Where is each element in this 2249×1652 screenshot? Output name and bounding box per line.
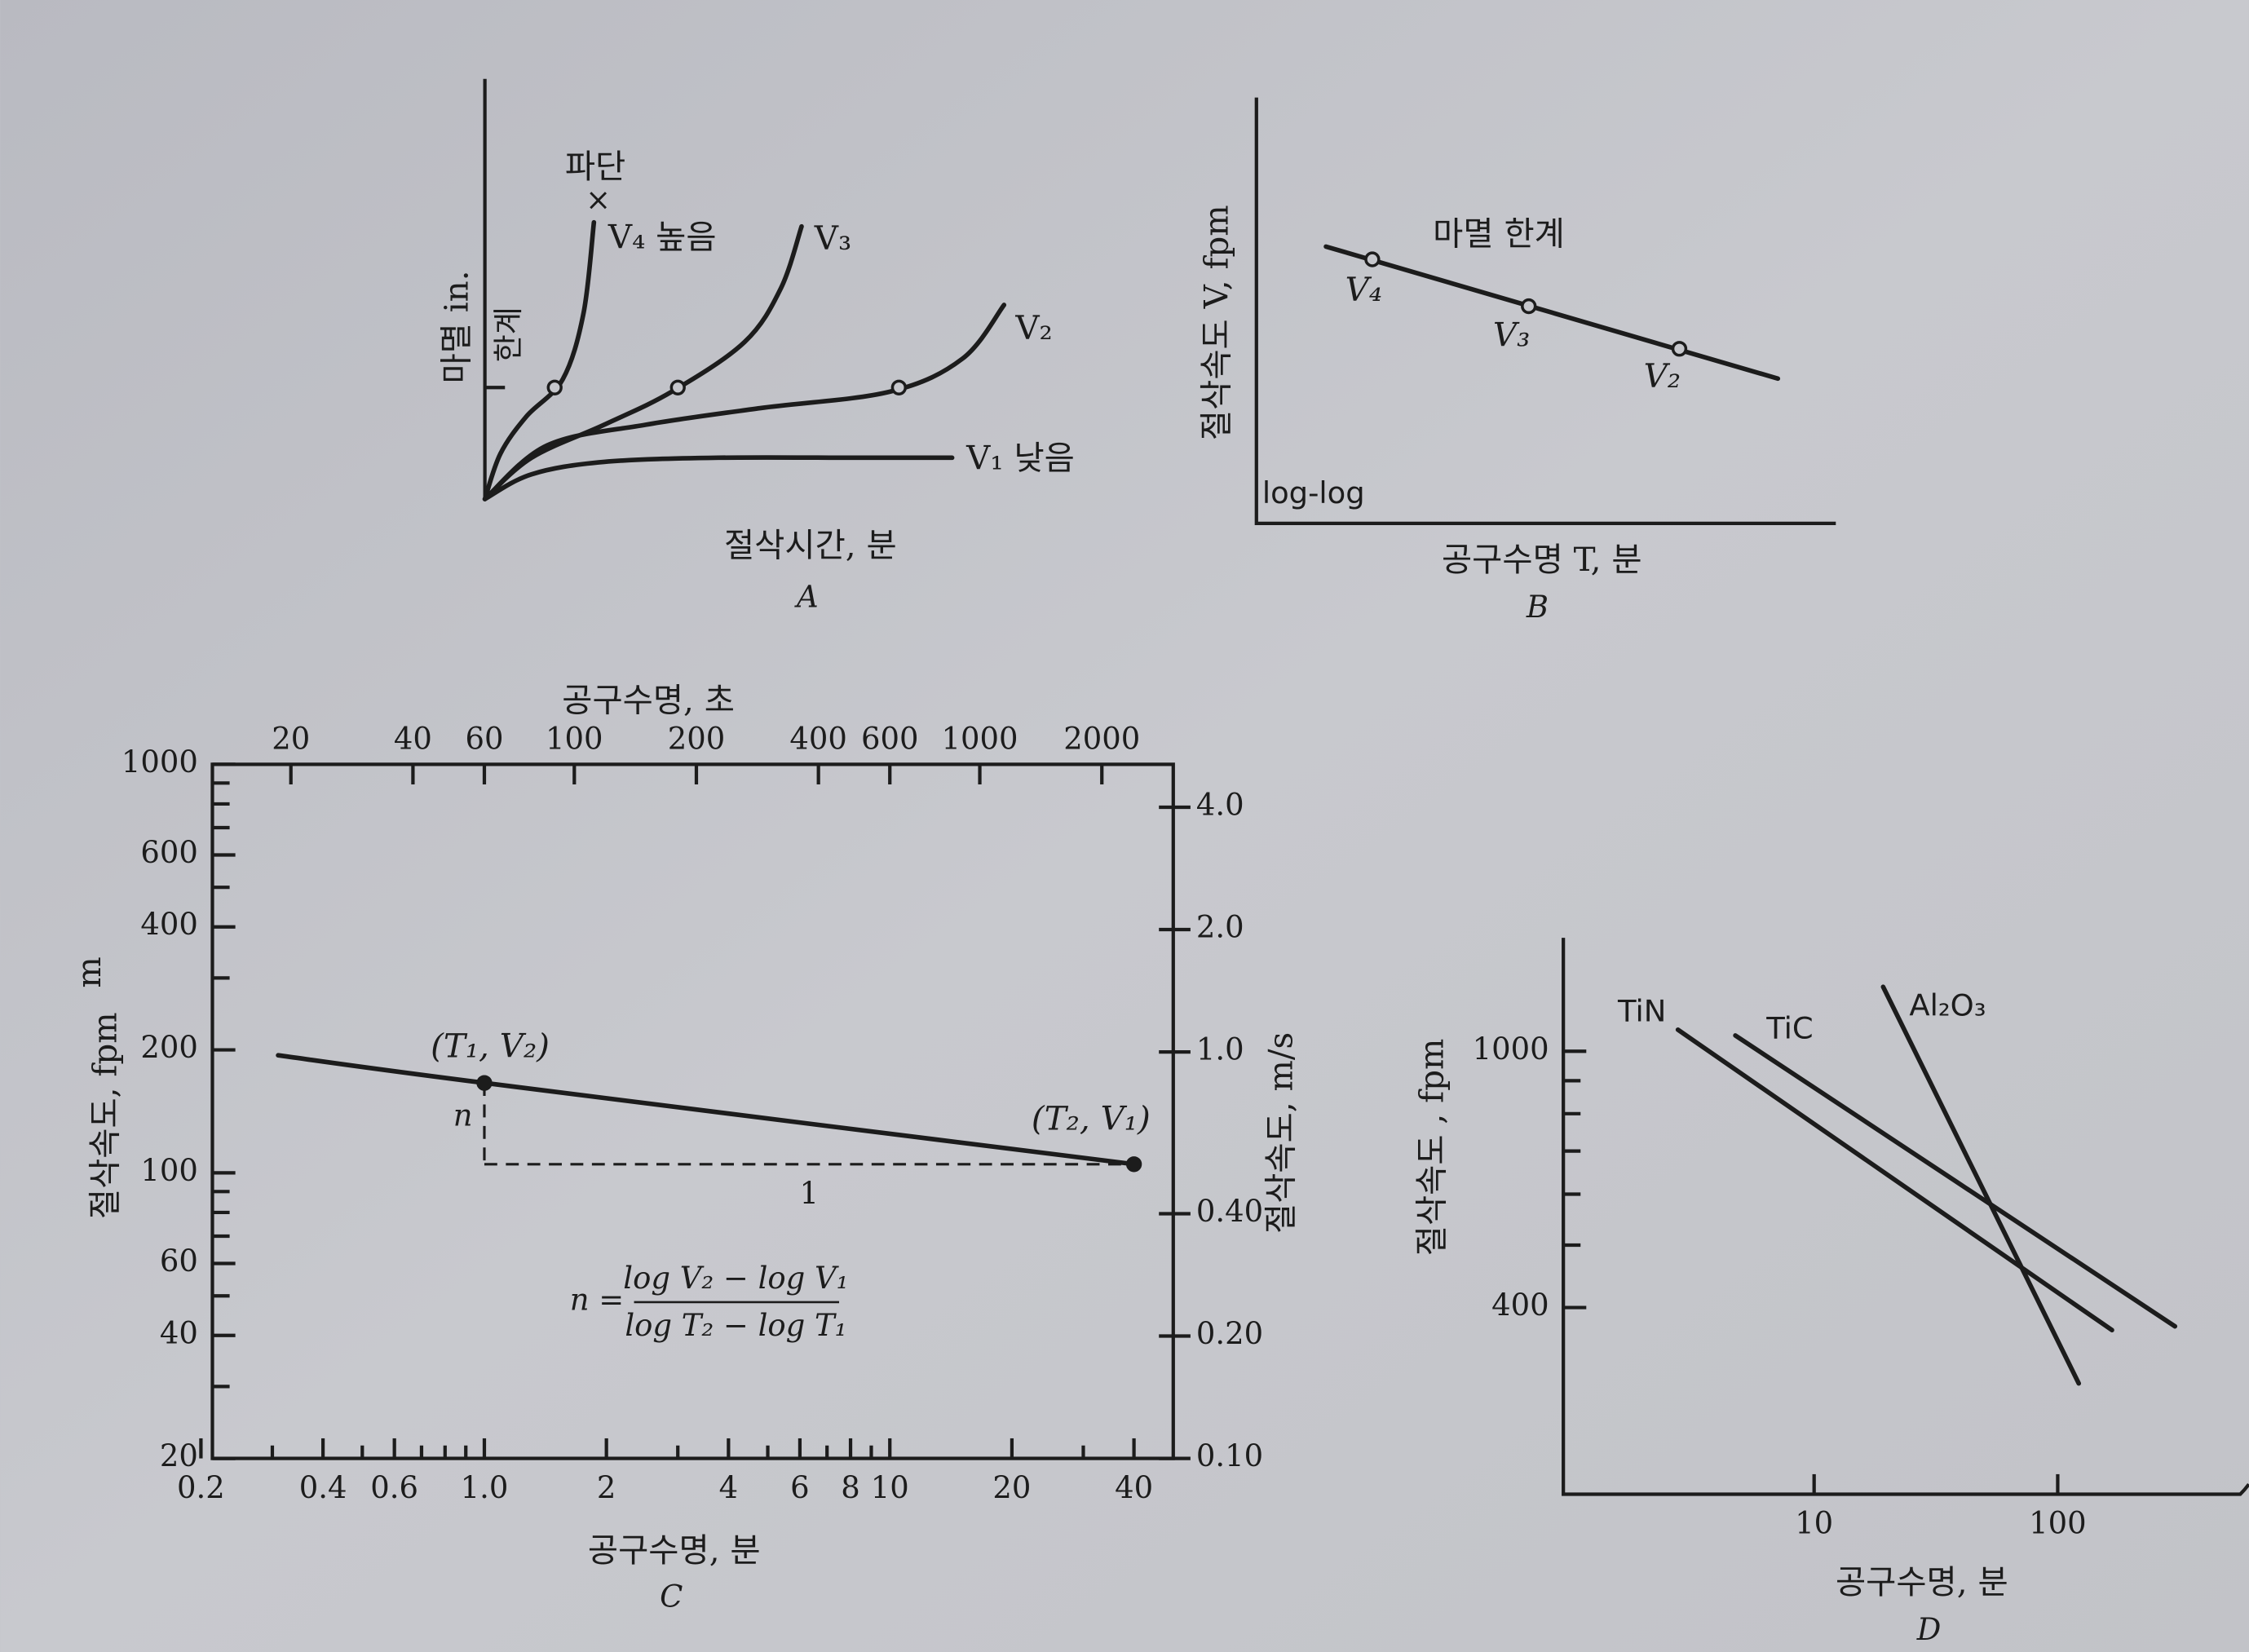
series-label: V₄ 높음 [608, 217, 717, 256]
y-tick-label: 20 [160, 1438, 198, 1473]
point [1671, 341, 1688, 357]
caption: B [1526, 590, 1549, 625]
y-tick-label: 1000 [122, 744, 198, 780]
x-tick-label: 20 [992, 1470, 1031, 1505]
y-tick-label: 1000 [1473, 1031, 1549, 1067]
y-tick-label: 400 [1491, 1288, 1549, 1323]
y2-tick-label: 4.0 [1196, 787, 1244, 822]
limit-marker [546, 379, 563, 395]
x-tick-label: 6 [790, 1470, 810, 1505]
x-tick-label: 40 [1115, 1470, 1153, 1505]
y-tick-label: 400 [140, 907, 197, 942]
series-label: TiN [1617, 993, 1666, 1028]
x-tick-label: 0.2 [177, 1470, 225, 1505]
x-axis-label: 공구수명, 분 [588, 1531, 761, 1570]
point-label: (T₁, V₂) [431, 1026, 550, 1065]
x-tick-label: 100 [2029, 1506, 2086, 1541]
series-line [482, 455, 955, 501]
x2-axis-label: 공구수명, 초 [562, 680, 735, 719]
point-label: (T₂, V₁) [1032, 1099, 1151, 1138]
series-label: V₂ [1014, 308, 1052, 347]
y2-tick-label: 0.40 [1196, 1194, 1263, 1229]
x2-tick-label: 20 [272, 722, 310, 757]
y-axis-label-unit: m [69, 956, 108, 987]
y-tick-label: 100 [140, 1153, 197, 1188]
point [1125, 1156, 1142, 1173]
limit-marker [890, 379, 908, 395]
series-line [1880, 984, 2082, 1386]
x2-tick-label: 40 [394, 722, 432, 757]
y-axis-label: 절삭속도, fpm [86, 1012, 125, 1219]
y-tick-label: 60 [160, 1243, 198, 1279]
formula-numerator: log V₂ − log V₁ [623, 1261, 848, 1296]
x-tick-label: 10 [871, 1470, 909, 1505]
x-axis-label: 절삭시간, 분 [724, 525, 897, 564]
y-axis-label: 절삭속도 , fpm [1412, 1039, 1451, 1257]
y2-tick-label: 0.20 [1196, 1316, 1263, 1351]
x2-tick-label: 200 [668, 722, 725, 757]
series-label: V₁ 낮음 [965, 438, 1075, 477]
slope-label: n [453, 1098, 473, 1133]
series-line [482, 303, 1007, 501]
axes [1254, 97, 1836, 526]
x2-tick-label: 1000 [942, 722, 1018, 757]
series-label: TiC [1765, 1010, 1813, 1045]
plot-frame [210, 762, 1175, 1460]
x2-tick-label: 400 [789, 722, 846, 757]
series-label: V₃ [814, 219, 851, 258]
y2-tick-label: 0.10 [1196, 1438, 1263, 1473]
slope-label: 1 [800, 1176, 820, 1211]
x-axis-label: 공구수명 T, 분 [1442, 540, 1642, 579]
x-tick-label: 4 [719, 1470, 739, 1505]
point-label: V₄ [1345, 270, 1382, 309]
y-tick-label: 40 [160, 1315, 198, 1350]
axes [1562, 938, 2249, 1496]
formula-lhs: n = [570, 1282, 624, 1317]
x-axis-label: 공구수명, 분 [1836, 1562, 2008, 1601]
x2-tick-label: 2000 [1063, 722, 1140, 757]
y-axis-label: 마멸 in. [436, 270, 475, 383]
x-tick-label: 0.4 [299, 1470, 347, 1505]
series-line [276, 1053, 1137, 1167]
limit-label: 한계 [491, 307, 526, 362]
y-tick-label: 200 [140, 1030, 197, 1065]
series-label: 마멸 한계 [1433, 214, 1565, 254]
annotation: × [585, 182, 611, 217]
limit-marker [669, 379, 686, 395]
point-label: V₃ [1493, 316, 1530, 355]
y2-axis-label: 절삭속도, m/s [1261, 1032, 1301, 1234]
point [1364, 251, 1381, 267]
point [1521, 298, 1537, 315]
x-tick-label: 2 [597, 1470, 616, 1505]
series-line [1733, 1033, 2178, 1329]
x2-tick-label: 60 [465, 722, 503, 757]
x2-tick-label: 600 [861, 722, 918, 757]
x-tick-label: 1.0 [461, 1470, 509, 1505]
x-tick-label: 10 [1795, 1506, 1833, 1541]
formula-denominator: log T₂ − log T₁ [625, 1308, 846, 1343]
point [476, 1075, 493, 1091]
annotation: 파단 [565, 147, 625, 186]
y2-tick-label: 1.0 [1196, 1032, 1244, 1067]
y-axis-label: 절삭속도 V, fpm [1197, 205, 1236, 440]
x-tick-label: 0.6 [370, 1470, 418, 1505]
caption: D [1916, 1612, 1942, 1647]
caption: C [660, 1579, 683, 1614]
series-line [1675, 1027, 2114, 1333]
y2-tick-label: 2.0 [1196, 910, 1244, 945]
scale-note: log-log [1262, 475, 1365, 510]
x-tick-label: 8 [841, 1470, 860, 1505]
series-label: Al₂O₃ [1909, 987, 1986, 1023]
point-label: V₂ [1644, 356, 1681, 395]
y-tick-label: 600 [140, 835, 197, 870]
caption: A [794, 580, 819, 615]
x2-tick-label: 100 [546, 722, 603, 757]
